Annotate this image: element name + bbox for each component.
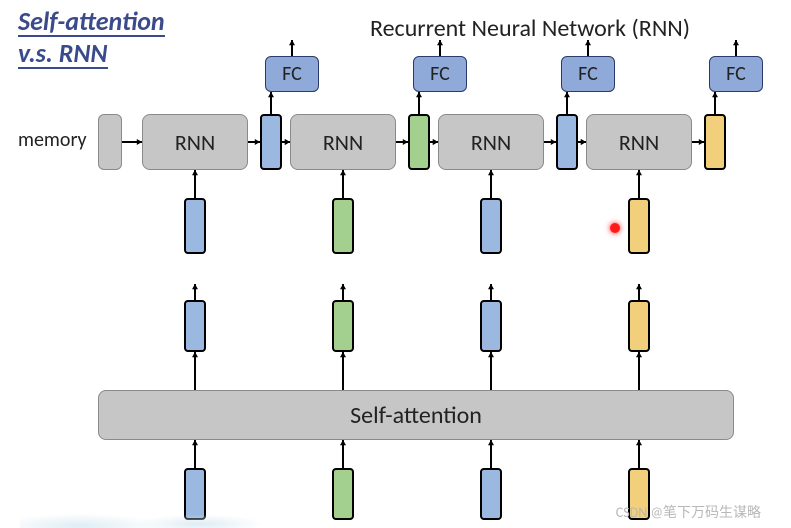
rnn-box-2: RNN	[438, 114, 544, 170]
sa-out-token-0	[184, 300, 206, 352]
fc-box-1: FC	[413, 56, 467, 92]
rnn-out-token-0	[260, 114, 282, 170]
self-attention-bar: Self-attention	[98, 390, 734, 440]
rnn-in-token-3	[628, 198, 650, 254]
memory-block	[98, 114, 122, 170]
sa-out-token-3	[628, 300, 650, 352]
sa-in-token-2	[480, 468, 502, 520]
rnn-out-token-1	[408, 114, 430, 170]
rnn-out-token-2	[556, 114, 578, 170]
rnn-out-token-3	[704, 114, 726, 170]
fc-box-3: FC	[709, 56, 763, 92]
memory-label: memory	[18, 128, 87, 152]
red-dot	[610, 223, 620, 233]
rnn-box-3: RNN	[586, 114, 692, 170]
fc-box-0: FC	[265, 56, 319, 92]
sa-in-token-1	[332, 468, 354, 520]
sa-out-token-2	[480, 300, 502, 352]
arrows-layer	[0, 0, 791, 528]
rnn-box-1: RNN	[290, 114, 396, 170]
watermark: CSDN @笔下万码生谋略	[616, 502, 761, 522]
rnn-box-0: RNN	[142, 114, 248, 170]
title-line2: v.s. RNN	[18, 40, 108, 69]
rnn-in-token-0	[184, 198, 206, 254]
sa-out-token-1	[332, 300, 354, 352]
rnn-title: Recurrent Neural Network (RNN)	[370, 14, 690, 43]
rnn-in-token-2	[480, 198, 502, 254]
decor-wave	[20, 498, 280, 528]
title-line1: Self-attention	[18, 8, 165, 37]
fc-box-2: FC	[561, 56, 615, 92]
rnn-in-token-1	[332, 198, 354, 254]
